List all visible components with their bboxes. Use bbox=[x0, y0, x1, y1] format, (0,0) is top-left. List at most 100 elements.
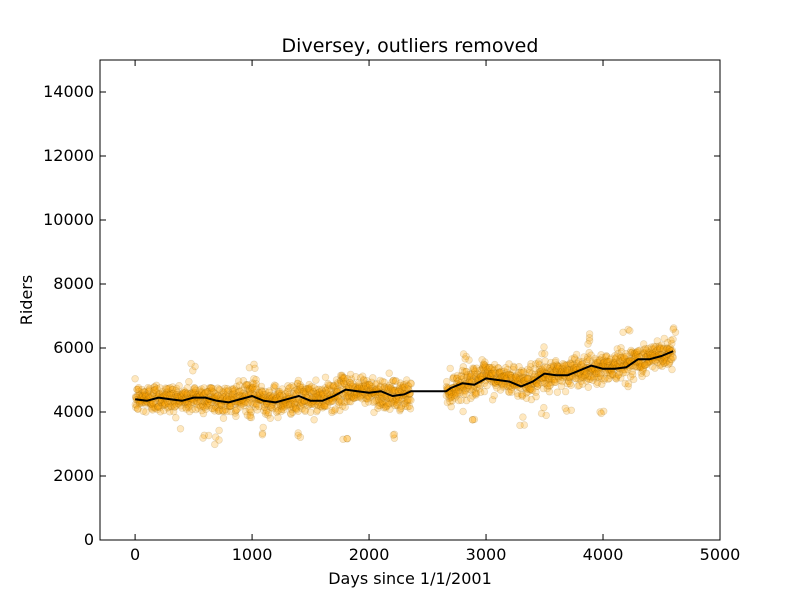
data-point bbox=[395, 383, 404, 392]
data-point bbox=[405, 402, 413, 410]
data-point bbox=[626, 327, 634, 335]
data-point bbox=[138, 386, 146, 394]
x-tick-label: 2000 bbox=[349, 545, 390, 564]
data-point bbox=[398, 384, 406, 392]
data-point bbox=[134, 385, 143, 393]
data-point bbox=[296, 381, 304, 389]
data-point bbox=[239, 377, 248, 385]
data-point bbox=[135, 391, 144, 399]
data-point bbox=[246, 406, 255, 414]
data-point bbox=[165, 400, 173, 408]
data-point bbox=[386, 405, 394, 413]
data-point bbox=[229, 385, 237, 394]
data-point bbox=[198, 389, 206, 397]
data-point bbox=[585, 334, 594, 342]
data-point bbox=[190, 384, 199, 392]
data-point bbox=[221, 384, 229, 392]
data-point bbox=[346, 378, 354, 387]
data-point bbox=[157, 399, 165, 407]
data-point bbox=[306, 384, 314, 392]
data-point bbox=[350, 394, 358, 402]
data-point bbox=[195, 401, 203, 409]
data-point bbox=[359, 372, 367, 380]
data-point bbox=[553, 388, 562, 396]
data-point bbox=[220, 393, 229, 401]
chart-title: Diversey, outliers removed bbox=[282, 35, 539, 57]
data-point bbox=[201, 403, 209, 411]
data-point bbox=[263, 406, 271, 415]
data-point bbox=[294, 386, 302, 395]
data-point bbox=[144, 384, 152, 392]
data-point bbox=[132, 403, 140, 412]
data-point bbox=[346, 370, 355, 379]
data-point bbox=[289, 403, 297, 411]
data-point bbox=[380, 378, 388, 386]
data-point bbox=[289, 408, 297, 416]
data-point bbox=[339, 375, 347, 383]
data-point bbox=[181, 400, 190, 408]
data-point bbox=[161, 401, 169, 409]
data-point bbox=[287, 409, 295, 417]
data-point bbox=[242, 381, 250, 389]
data-point bbox=[358, 395, 366, 403]
data-point bbox=[275, 406, 283, 414]
data-point bbox=[379, 398, 387, 406]
data-point bbox=[299, 400, 307, 408]
data-point bbox=[338, 402, 347, 410]
data-point bbox=[356, 374, 365, 382]
data-point bbox=[379, 393, 387, 401]
data-point bbox=[172, 401, 181, 409]
data-point bbox=[298, 387, 307, 396]
data-point bbox=[267, 403, 275, 411]
data-point bbox=[283, 401, 292, 410]
data-point bbox=[146, 384, 154, 393]
data-point bbox=[388, 387, 397, 395]
data-point bbox=[347, 398, 355, 406]
data-point bbox=[447, 393, 456, 401]
data-point bbox=[243, 411, 252, 419]
data-point bbox=[281, 390, 289, 398]
data-point bbox=[147, 403, 155, 411]
data-point bbox=[343, 397, 351, 406]
data-point bbox=[191, 389, 199, 397]
data-point bbox=[201, 389, 210, 397]
data-point bbox=[160, 401, 169, 410]
data-point bbox=[301, 389, 310, 398]
data-point bbox=[312, 390, 321, 398]
data-point bbox=[186, 389, 195, 397]
data-point bbox=[265, 388, 273, 396]
data-point bbox=[197, 385, 206, 393]
data-point bbox=[326, 382, 334, 390]
data-point bbox=[395, 397, 403, 405]
data-point bbox=[152, 399, 160, 407]
data-point bbox=[184, 400, 192, 409]
data-point bbox=[249, 400, 257, 408]
data-point bbox=[567, 406, 575, 414]
data-point bbox=[178, 404, 186, 412]
data-point bbox=[196, 386, 204, 394]
data-point bbox=[270, 381, 279, 389]
data-point bbox=[308, 382, 316, 391]
data-point bbox=[319, 404, 327, 412]
data-point bbox=[253, 401, 261, 409]
data-point bbox=[214, 391, 222, 399]
data-point bbox=[340, 391, 348, 399]
data-point bbox=[134, 405, 142, 413]
data-point bbox=[281, 403, 289, 411]
data-point bbox=[302, 388, 310, 396]
data-point bbox=[194, 404, 202, 412]
y-tick-label: 10000 bbox=[43, 210, 94, 229]
data-point bbox=[154, 403, 163, 411]
data-point bbox=[459, 407, 467, 416]
data-point bbox=[388, 398, 396, 406]
data-point bbox=[298, 405, 306, 413]
data-point bbox=[227, 407, 235, 416]
data-point bbox=[340, 379, 348, 388]
data-point bbox=[242, 381, 251, 389]
data-point bbox=[264, 409, 273, 417]
data-point bbox=[315, 388, 323, 397]
data-point bbox=[361, 399, 369, 407]
data-point bbox=[142, 391, 150, 400]
data-point bbox=[269, 392, 278, 401]
data-point bbox=[307, 389, 316, 398]
